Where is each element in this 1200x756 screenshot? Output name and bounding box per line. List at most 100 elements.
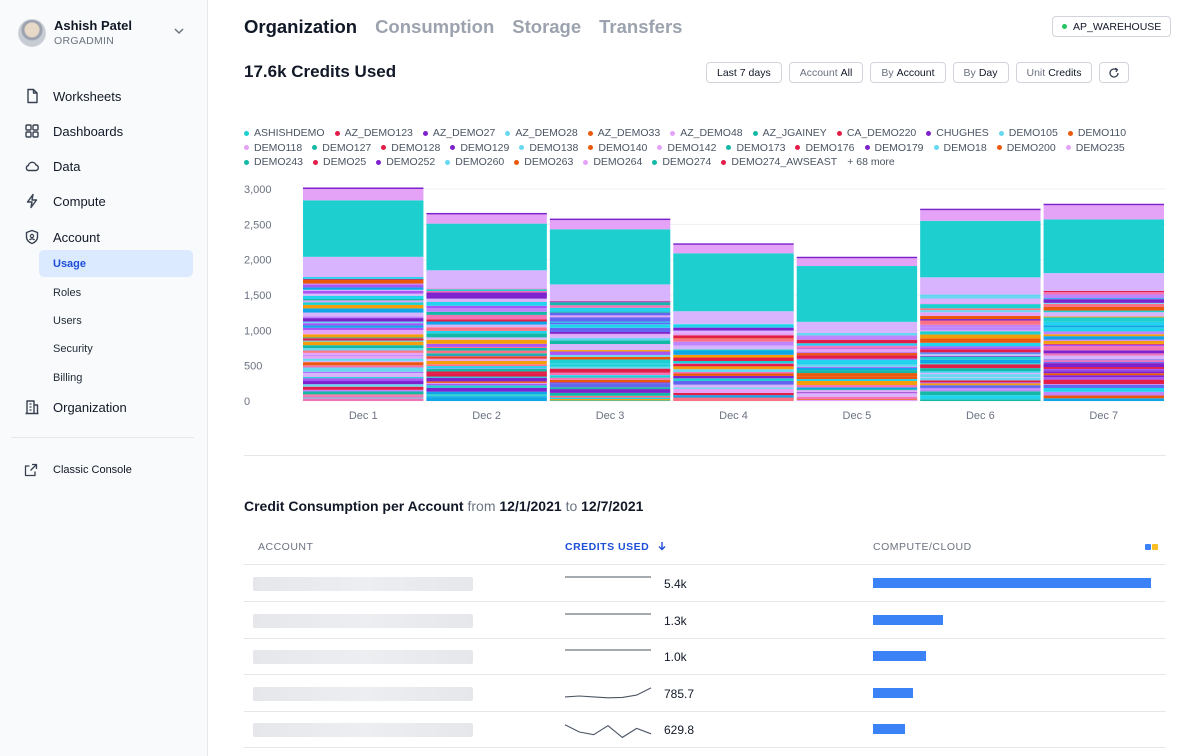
table-row[interactable]: 785.7 — [244, 676, 1166, 712]
bar-segment — [1043, 344, 1164, 347]
bar-segment — [303, 391, 424, 395]
classic-console-link[interactable]: Classic Console — [24, 460, 132, 480]
column-header-credits-used[interactable]: CREDITS USED — [565, 541, 667, 553]
legend-item[interactable]: AZ_DEMO33 — [587, 126, 660, 141]
legend-item[interactable]: DEMO274_AWSEAST — [721, 155, 837, 170]
table-row[interactable]: 629.8 — [244, 712, 1166, 748]
bar-segment — [303, 316, 424, 319]
legend-item[interactable]: DEMO173 — [726, 141, 785, 156]
table-header: ACCOUNT CREDITS USED COMPUTE/CLOUD — [244, 531, 1166, 565]
legend-item[interactable]: DEMO128 — [381, 141, 440, 156]
bar-segment — [673, 311, 794, 324]
legend-item[interactable]: DEMO274 — [652, 155, 711, 170]
legend-item[interactable]: DEMO110 — [1067, 126, 1126, 141]
bar-stack[interactable] — [673, 243, 794, 401]
legend-swatch — [519, 145, 525, 151]
user-menu[interactable]: Ashish Patel ORGADMIN — [18, 16, 190, 50]
table-row[interactable]: 5.4k — [244, 566, 1166, 602]
bar-stack[interactable] — [796, 256, 918, 401]
bar-segment — [796, 358, 918, 360]
legend-item[interactable]: DEMO18 — [933, 141, 987, 156]
date-range-button[interactable]: Last 7 days — [706, 62, 782, 83]
bar-segment — [1043, 203, 1164, 206]
account-filter-button[interactable]: Account All — [788, 62, 864, 83]
legend-more-link[interactable]: + 68 more — [847, 156, 895, 168]
chevron-down-icon[interactable] — [172, 24, 186, 38]
bar-stack[interactable] — [303, 187, 424, 402]
legend-label: DEMO25 — [323, 156, 367, 168]
legend-item[interactable]: AZ_DEMO123 — [334, 126, 413, 141]
legend-item[interactable]: DEMO260 — [445, 155, 504, 170]
legend-item[interactable]: AZ_JGAINEY — [752, 126, 827, 141]
bar-segment — [549, 338, 671, 340]
legend-item[interactable]: DEMO142 — [657, 141, 716, 156]
bar-segment — [673, 388, 794, 393]
sidebar-item-worksheets[interactable]: Worksheets — [24, 84, 121, 108]
legend-item[interactable]: AZ_DEMO48 — [670, 126, 743, 141]
table-row[interactable]: 1.0k — [244, 639, 1166, 675]
warehouse-selector[interactable]: AP_WAREHOUSE — [1052, 16, 1172, 37]
bar-stack[interactable] — [426, 212, 547, 401]
legend-item[interactable]: DEMO179 — [864, 141, 924, 156]
bar-stack[interactable] — [549, 218, 671, 401]
legend-swatch — [588, 145, 594, 151]
legend-item[interactable]: DEMO263 — [514, 155, 573, 170]
legend-item[interactable]: DEMO140 — [588, 141, 647, 156]
bar-segment — [796, 376, 918, 380]
bar-segment — [920, 382, 1041, 384]
group-by-day-button[interactable]: By Day — [952, 62, 1009, 83]
legend-item[interactable]: AZ_DEMO28 — [505, 126, 578, 141]
legend-item[interactable]: DEMO200 — [996, 141, 1056, 156]
bar-segment — [1043, 375, 1164, 378]
sidebar-subitem-roles[interactable]: Roles — [53, 286, 82, 299]
bar-segment — [796, 381, 918, 386]
legend-item[interactable]: DEMO25 — [313, 155, 366, 170]
sidebar-item-data[interactable]: Data — [24, 154, 80, 178]
tab-transfers[interactable]: Transfers — [599, 16, 683, 37]
y-tick-label: 2,000 — [244, 255, 272, 267]
credits-value: 629.8 — [664, 723, 695, 737]
column-header-account[interactable]: ACCOUNT — [258, 541, 314, 553]
legend-item[interactable]: DEMO129 — [450, 141, 509, 156]
tab-organization[interactable]: Organization — [244, 16, 358, 37]
legend-item[interactable]: ASHISHDEMO — [244, 126, 325, 141]
column-header-compute-cloud[interactable]: COMPUTE/CLOUD — [873, 541, 972, 553]
legend-item[interactable]: CHUGHES — [926, 126, 989, 141]
legend-item[interactable]: DEMO105 — [998, 126, 1058, 141]
sidebar-item-organization[interactable]: Organization — [24, 395, 127, 419]
legend-item[interactable]: DEMO138 — [519, 141, 578, 156]
sidebar-subitem-security[interactable]: Security — [53, 342, 93, 355]
sidebar-item-compute[interactable]: Compute — [24, 189, 106, 213]
bar-segment — [549, 335, 671, 339]
tab-storage[interactable]: Storage — [512, 16, 582, 37]
bar-segment — [549, 322, 671, 325]
bar-stack[interactable] — [1043, 203, 1164, 401]
bar-segment — [303, 277, 424, 279]
legend-item[interactable]: DEMO127 — [312, 141, 371, 156]
table-row[interactable]: 1.3k — [244, 603, 1166, 639]
legend-item[interactable]: DEMO118 — [244, 141, 302, 156]
refresh-button[interactable] — [1099, 62, 1130, 83]
bar-segment — [920, 399, 1041, 401]
legend-label: CA_DEMO220 — [846, 127, 917, 139]
bar-segment — [303, 394, 424, 396]
unit-button[interactable]: Unit Credits — [1015, 62, 1093, 83]
group-by-account-button[interactable]: By Account — [870, 62, 946, 83]
bar-stack[interactable] — [920, 208, 1041, 401]
legend-item[interactable]: DEMO235 — [1065, 141, 1125, 156]
sidebar-subitem-users[interactable]: Users — [53, 314, 82, 327]
bar-segment — [549, 284, 671, 301]
sidebar-item-account[interactable]: Account — [24, 225, 100, 249]
legend-item[interactable]: AZ_DEMO27 — [422, 126, 495, 141]
legend-item[interactable]: DEMO243 — [244, 155, 303, 170]
legend-item[interactable]: DEMO252 — [376, 155, 435, 170]
sidebar-item-dashboards[interactable]: Dashboards — [24, 119, 123, 143]
legend-item[interactable]: DEMO176 — [795, 141, 855, 156]
legend-item[interactable]: DEMO264 — [583, 155, 642, 170]
sidebar-subitem-billing[interactable]: Billing — [53, 371, 83, 384]
legend-item[interactable]: CA_DEMO220 — [836, 126, 917, 141]
bar-segment — [673, 378, 794, 381]
sidebar-subitem-usage[interactable]: Usage — [39, 250, 193, 277]
tab-consumption[interactable]: Consumption — [375, 16, 495, 37]
usage-tabs: Organization Consumption Storage Transfe… — [244, 14, 682, 40]
